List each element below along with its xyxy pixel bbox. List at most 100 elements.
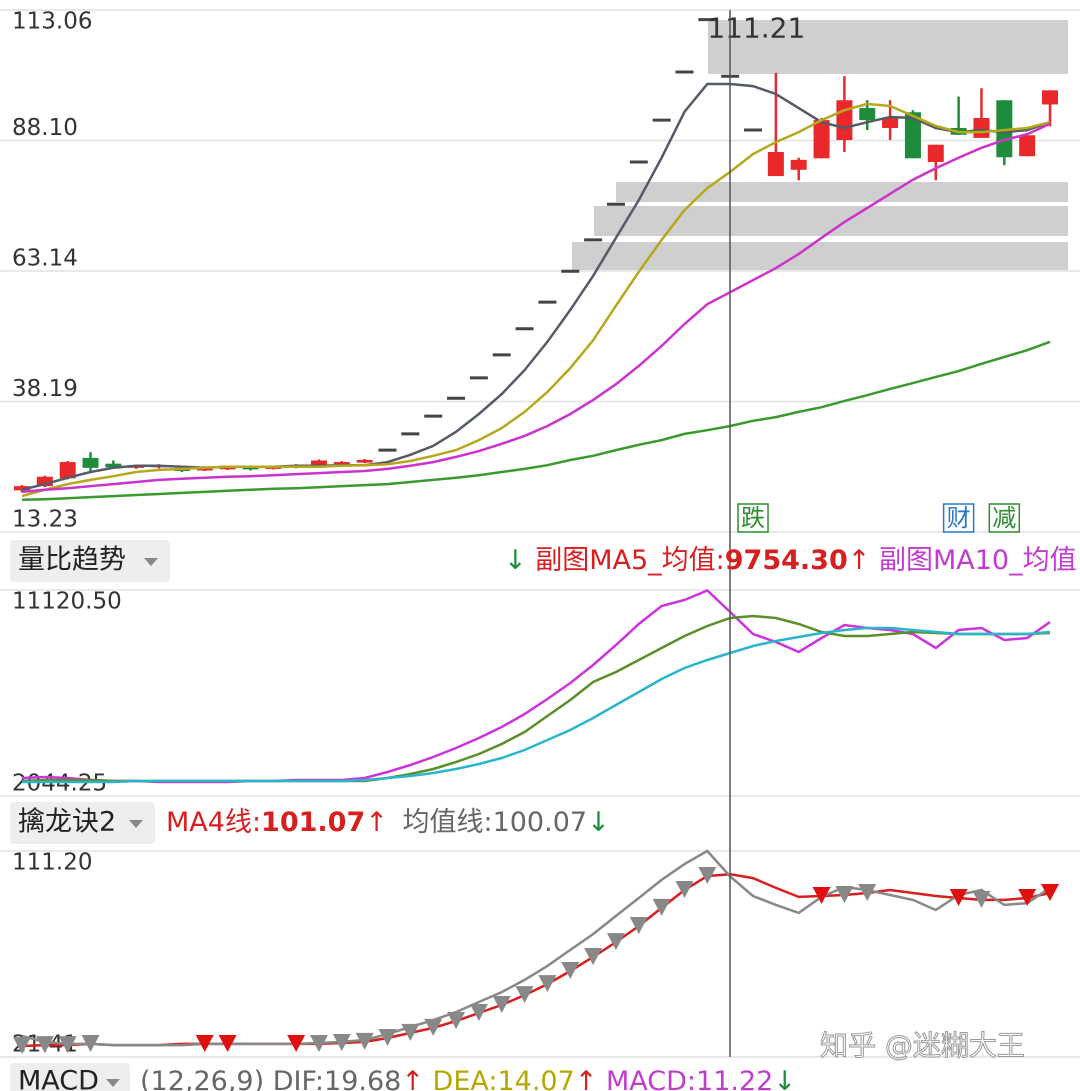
- chip-bar: [708, 20, 1068, 74]
- candle-body: [1042, 90, 1058, 105]
- candle-body: [333, 462, 350, 465]
- signal-marker: [13, 1037, 31, 1055]
- event-tag-box: [988, 503, 1021, 533]
- signal-marker: [606, 933, 625, 951]
- signal-marker: [58, 1036, 77, 1054]
- candle-body: [105, 463, 122, 468]
- indicator-legend: (12,26,9) DIF:19.68↑ DEA:14.07↑ MACD:11.…: [140, 1066, 796, 1091]
- signal-marker: [492, 995, 511, 1013]
- legend-value: 100.07: [493, 807, 587, 838]
- trend-arrow: ↓: [773, 1066, 796, 1091]
- dropdown-arrow: [129, 820, 143, 828]
- trend-arrow: ↑: [365, 807, 388, 838]
- chip-bar: [616, 182, 1068, 202]
- y-tick-label: 38.19: [12, 376, 78, 402]
- candle-body: [813, 120, 830, 159]
- signal-marker: [561, 961, 580, 979]
- line-series: [21, 122, 1051, 494]
- trend-arrow: ↑: [401, 1066, 424, 1091]
- dropdown-arrow: [144, 558, 158, 566]
- chip-bar: [572, 242, 1068, 270]
- y-tick-label: 88.10: [12, 115, 78, 141]
- signal-marker: [195, 1034, 214, 1052]
- event-tag: 财: [947, 504, 971, 532]
- signal-marker: [1018, 889, 1037, 907]
- indicator-name: 擒龙诀2: [18, 807, 116, 838]
- y-tick-label: 63.14: [12, 246, 78, 272]
- signal-marker: [949, 889, 968, 907]
- dropdown-arrow: [106, 1079, 120, 1087]
- indicator-name: 量比趋势: [18, 545, 126, 576]
- candle-body: [242, 466, 259, 470]
- indicator-legend: MA4线:101.07↑ 均值线:100.07↓: [166, 807, 610, 838]
- y-tick-label: 2044.25: [12, 771, 107, 797]
- trend-arrow: ↑: [848, 545, 871, 576]
- candle-body: [859, 108, 876, 121]
- signal-marker: [81, 1034, 100, 1052]
- signal-marker: [584, 947, 603, 965]
- legend-value: 101.07: [261, 807, 365, 838]
- signal-marker: [812, 886, 831, 904]
- signal-marker: [218, 1034, 237, 1052]
- signal-marker: [652, 898, 671, 916]
- candle-body: [767, 152, 784, 177]
- signal-marker: [629, 917, 648, 935]
- signal-marker: [35, 1036, 54, 1054]
- legend-label: DIF:: [273, 1066, 324, 1091]
- candle-body: [82, 457, 99, 468]
- max-price-label: 111.21: [707, 12, 805, 45]
- legend-label: 副图MA5_均值:: [535, 545, 725, 576]
- candle-body: [59, 462, 76, 479]
- event-tag-box: [737, 503, 769, 533]
- signal-marker: [538, 975, 557, 993]
- candle-body: [790, 159, 807, 170]
- indicator-dropdown[interactable]: [10, 802, 155, 844]
- chip-distribution: [572, 20, 1068, 270]
- legend-value: 14.07: [497, 1066, 574, 1091]
- indicator-legend: ↓ 副图MA5_均值:9754.30↑ 副图MA10_均值: [504, 545, 1077, 576]
- signal-marker: [447, 1012, 466, 1030]
- candle-body: [1019, 135, 1036, 157]
- signal-marker: [378, 1028, 397, 1046]
- watermark: 知乎 @迷糊大王: [820, 1029, 1025, 1062]
- event-tag: 减: [992, 504, 1016, 532]
- y-tick-label: 11120.50: [12, 589, 122, 615]
- candle-body: [14, 486, 30, 491]
- legend-label: DEA:: [433, 1066, 498, 1091]
- indicator-params: (12,26,9): [140, 1066, 264, 1091]
- candle-body: [973, 118, 990, 138]
- signal-marker: [698, 867, 717, 885]
- candle-body: [196, 467, 213, 471]
- indicator-dropdown[interactable]: [10, 540, 170, 582]
- y-tick-label: 113.06: [12, 9, 92, 35]
- signal-marker: [1041, 883, 1059, 901]
- line-series: [22, 626, 1051, 784]
- candle-body: [356, 459, 373, 463]
- trend-arrow: ↓: [587, 807, 610, 838]
- trend-arrow: ↑: [575, 1066, 598, 1091]
- indicator-dropdown[interactable]: [10, 1063, 130, 1091]
- event-tag: 跌: [741, 504, 765, 532]
- y-tick-label: 13.23: [12, 507, 78, 533]
- candle-body: [904, 112, 921, 159]
- candle-body: [927, 144, 944, 162]
- line-series: [21, 849, 1051, 1047]
- signal-marker: [309, 1034, 328, 1052]
- line-series: [21, 82, 1051, 492]
- line-series: [21, 872, 1051, 1048]
- signal-marker: [675, 881, 694, 899]
- legend-label: 副图MA10_均值: [879, 545, 1077, 576]
- event-tag-box: [942, 503, 975, 533]
- candle-body: [36, 476, 53, 487]
- signal-marker: [972, 890, 991, 908]
- trend-arrow: ↓: [504, 545, 527, 576]
- line-series: [21, 102, 1051, 498]
- candle-body: [310, 460, 327, 466]
- candle-body: [836, 100, 853, 140]
- indicator-name: MACD: [18, 1066, 99, 1091]
- legend-label: 均值线:: [402, 807, 492, 838]
- line-series: [21, 340, 1051, 501]
- line-series: [21, 614, 1051, 783]
